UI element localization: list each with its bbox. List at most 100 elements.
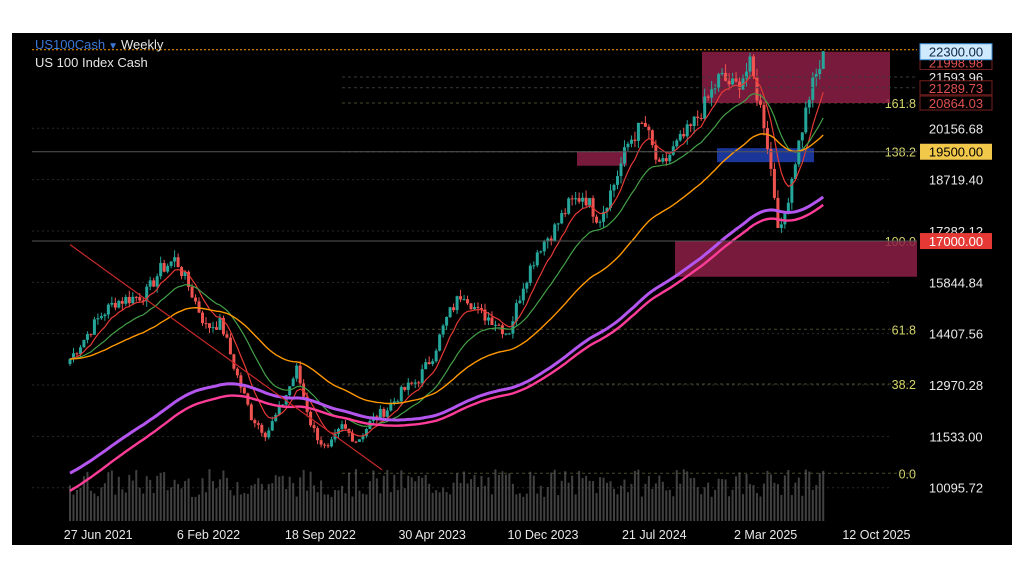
- volume-bar: [752, 485, 755, 521]
- volume-bar: [480, 475, 483, 521]
- symbol-label[interactable]: US100Cash: [35, 37, 106, 52]
- candle-body: [218, 317, 222, 330]
- candle-body: [298, 365, 302, 384]
- volume-bar: [790, 495, 793, 521]
- volume-bar: [69, 485, 71, 521]
- volume-bar: [682, 469, 685, 521]
- volume-bar: [389, 492, 392, 521]
- candle-body: [239, 375, 243, 388]
- volume-bar: [372, 470, 375, 521]
- volume-bar: [456, 473, 459, 521]
- candle-body: [281, 404, 285, 406]
- volume-bar: [675, 470, 678, 521]
- candle-body: [727, 80, 731, 85]
- candle-body: [570, 198, 574, 200]
- x-tick-label: 6 Feb 2022: [177, 528, 240, 542]
- candle-body: [577, 198, 581, 202]
- volume-bar: [403, 488, 406, 521]
- candle-body: [535, 252, 539, 266]
- volume-bar: [110, 470, 113, 521]
- volume-bar: [341, 485, 343, 521]
- candle-body: [692, 116, 696, 126]
- candle-body: [581, 197, 585, 202]
- volume-bar: [776, 484, 779, 521]
- volume-bar: [501, 471, 504, 521]
- candle-body: [333, 433, 337, 440]
- volume-bar: [539, 485, 542, 521]
- candle-body: [786, 202, 790, 214]
- candle-body: [745, 71, 749, 79]
- volume-bar: [689, 478, 692, 521]
- volume-bar: [330, 496, 333, 521]
- candle-body: [364, 429, 368, 436]
- candle-body: [783, 213, 787, 225]
- price-tag: 22300.00: [929, 45, 983, 60]
- candle-body: [814, 73, 818, 78]
- volume-bar: [518, 493, 521, 521]
- candle-body: [626, 143, 630, 148]
- candle-body: [131, 296, 135, 304]
- volume-bar: [529, 471, 532, 521]
- volume-bar: [658, 475, 661, 521]
- ma-long-2: [69, 203, 824, 492]
- candle-body: [682, 133, 686, 137]
- candle-body: [521, 288, 525, 301]
- volume-bar: [735, 476, 738, 521]
- volume-bar: [344, 493, 347, 521]
- candle-body: [441, 325, 445, 335]
- candle-body: [312, 425, 316, 429]
- volume-bar: [804, 469, 807, 521]
- price-tag: 17000.00: [929, 234, 983, 249]
- volume-bar: [435, 490, 438, 521]
- volume-bar: [163, 472, 166, 521]
- candle-body: [612, 184, 616, 191]
- candle-body: [643, 122, 647, 127]
- candle-body: [117, 300, 121, 308]
- volume-bar: [225, 477, 228, 521]
- volume-bar: [599, 477, 602, 521]
- candle-body: [664, 158, 668, 162]
- candle-body: [323, 444, 327, 446]
- mid-zone: [577, 151, 627, 166]
- volume-bar: [229, 490, 232, 521]
- candle-body: [661, 158, 665, 162]
- volume-bar: [313, 485, 316, 521]
- candle-body: [633, 139, 637, 141]
- volume-bar: [421, 477, 424, 521]
- chevron-down-icon[interactable]: ▼: [108, 41, 119, 52]
- candle-body: [598, 221, 602, 223]
- candle-body: [490, 317, 494, 326]
- candle-body: [124, 296, 128, 304]
- volume-bar: [578, 470, 581, 521]
- volume-bar: [647, 475, 650, 521]
- candle-body: [602, 211, 606, 222]
- volume-bar: [201, 478, 204, 521]
- candle-body: [385, 410, 389, 417]
- candle-body: [260, 424, 264, 433]
- candle-body: [710, 89, 714, 98]
- volume-bar: [96, 496, 99, 521]
- candle-body: [438, 334, 442, 351]
- volume-bar: [438, 492, 441, 521]
- y-tick-label: 10095.72: [929, 481, 983, 496]
- y-tick-label: 15844.84: [929, 275, 983, 290]
- candle-body: [277, 404, 281, 415]
- volume-bar: [686, 471, 689, 521]
- candle-body: [403, 386, 407, 390]
- volume-bar: [72, 494, 75, 521]
- candle-body: [343, 424, 347, 429]
- level-tag-box: [919, 95, 993, 111]
- volume-bar: [728, 496, 731, 521]
- timeframe-label[interactable]: Weekly: [121, 37, 164, 52]
- volume-bar: [546, 487, 549, 521]
- chart-header[interactable]: US100Cash ▼ Weekly: [35, 37, 163, 52]
- chart-frame: 20156.68 18719.40 17282.12 15844.84 14407.56…: [12, 33, 1012, 545]
- price-chart[interactable]: 20156.6818719.4017282.1215844.8414407.56…: [12, 33, 1012, 545]
- volume-bar: [797, 477, 800, 521]
- x-tick-label: 10 Dec 2023: [508, 528, 579, 542]
- volume-bar: [334, 490, 337, 521]
- volume-bar: [497, 474, 500, 521]
- candle-body: [431, 361, 435, 365]
- volume-bar: [316, 492, 319, 521]
- candle-body: [232, 354, 236, 369]
